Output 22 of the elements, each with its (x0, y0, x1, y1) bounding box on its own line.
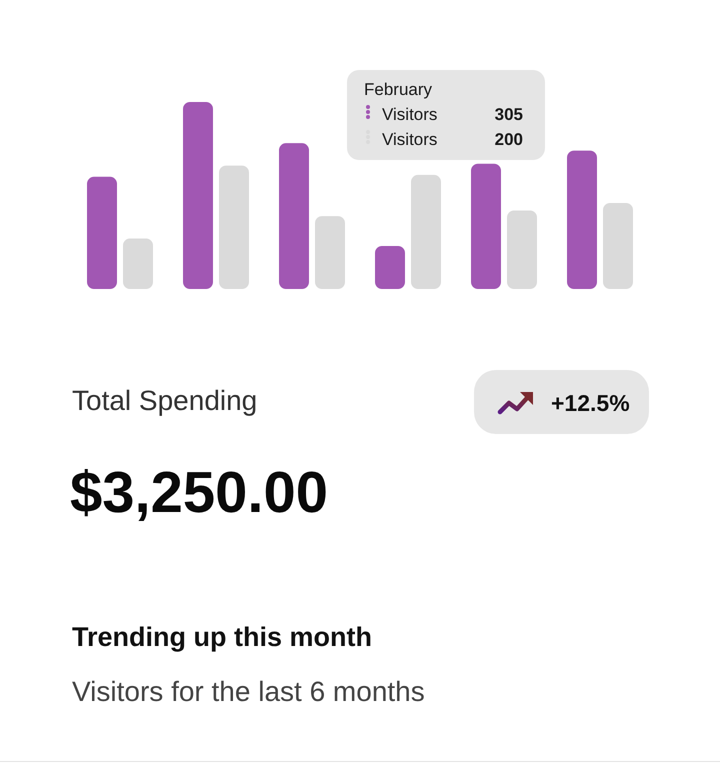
bar (123, 238, 153, 289)
annotation: 200 (494, 130, 523, 149)
text: Visitors for the last 6 months (72, 676, 425, 707)
legend-label: Visitors (382, 105, 438, 124)
bar (279, 143, 309, 289)
annotation: 305 (494, 105, 523, 124)
bar (471, 164, 501, 289)
legend-title: February (364, 80, 433, 99)
text: $3,250.00 (70, 460, 328, 525)
text: Trending up this month (72, 622, 372, 652)
legend-label: Visitors (382, 130, 438, 149)
bar (315, 216, 345, 289)
bar (375, 246, 405, 289)
badge: +12.5% (474, 370, 649, 434)
bar (87, 176, 117, 289)
bar (219, 166, 249, 289)
text: Total Spending (72, 385, 258, 416)
bar (567, 150, 597, 289)
bar (603, 202, 633, 289)
bar (507, 210, 537, 289)
bar (183, 102, 213, 289)
bar (411, 174, 441, 289)
